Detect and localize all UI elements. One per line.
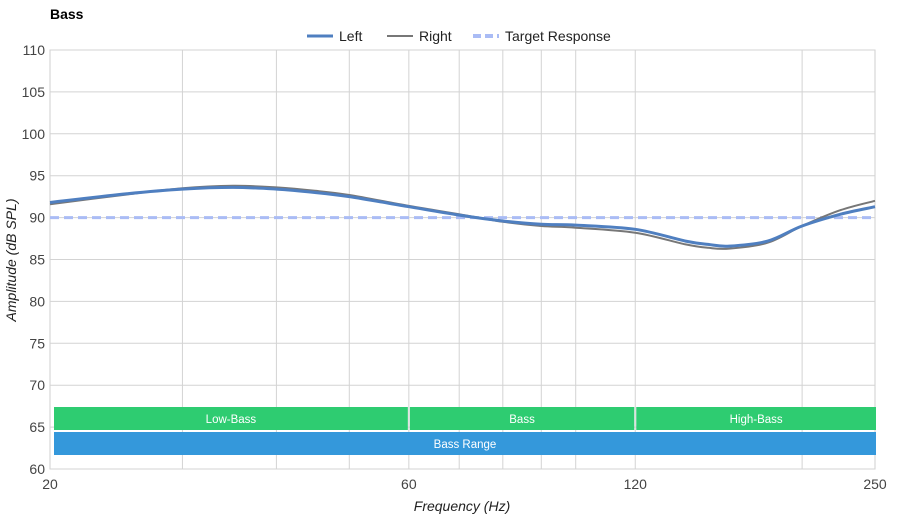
series-line-left — [49, 185, 876, 248]
chart-title: Bass — [50, 6, 84, 22]
band-bass-range — [54, 432, 876, 455]
band-label: Bass Range — [434, 439, 497, 451]
band-bass — [409, 407, 635, 430]
y-tick-label: 90 — [29, 210, 45, 226]
y-tick-label: 65 — [29, 419, 45, 435]
y-tick-label: 85 — [29, 252, 45, 268]
y-tick-label: 60 — [29, 461, 45, 477]
y-tick-label: 100 — [22, 126, 46, 142]
frequency-band-annotations: Low-Bass Bass High-Bass Bass Range — [54, 407, 876, 455]
band-label: High-Bass — [730, 414, 783, 426]
y-axis-title: Amplitude (dB SPL) — [3, 199, 19, 323]
band-low-bass — [54, 407, 408, 430]
x-tick-label: 250 — [863, 476, 887, 492]
y-tick-label: 80 — [29, 293, 45, 309]
legend-label: Target Response — [505, 28, 611, 44]
y-tick-label: 105 — [22, 84, 46, 100]
band-label: Low-Bass — [206, 414, 257, 426]
y-tick-label: 70 — [29, 377, 45, 393]
x-axis-title: Frequency (Hz) — [414, 498, 510, 514]
legend: Left Right Target Response — [307, 28, 611, 44]
legend-label: Left — [339, 28, 362, 44]
band-label: Bass — [509, 414, 535, 426]
legend-label: Right — [419, 28, 452, 44]
x-tick-label: 20 — [42, 476, 58, 492]
y-tick-label: 75 — [29, 335, 45, 351]
x-tick-label: 120 — [624, 476, 648, 492]
x-tick-label: 60 — [401, 476, 417, 492]
band-high-bass — [636, 407, 876, 430]
series-lines — [49, 184, 876, 250]
y-tick-label: 110 — [23, 42, 46, 58]
y-tick-label: 95 — [29, 168, 45, 184]
grid — [49, 49, 876, 470]
